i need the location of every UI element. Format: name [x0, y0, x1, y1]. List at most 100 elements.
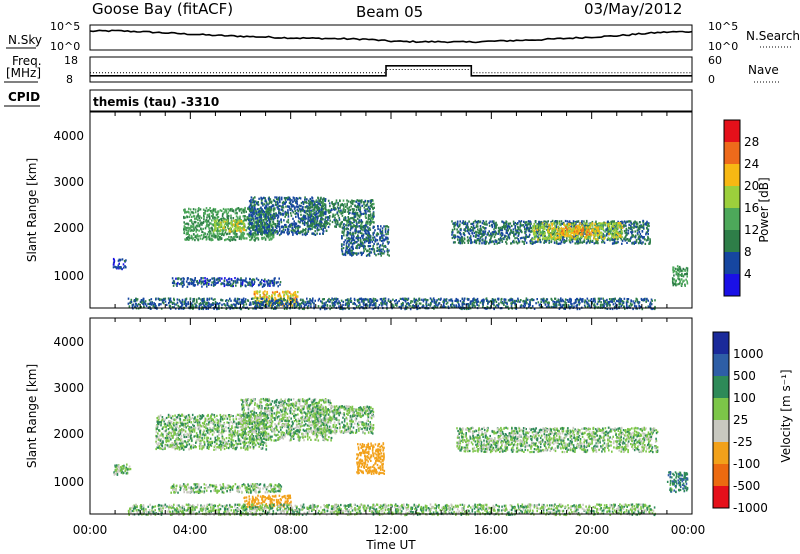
- power-cell: [541, 230, 544, 233]
- power-cell: [261, 210, 263, 213]
- nsky-tick-top: 10^5: [50, 20, 80, 33]
- power-cell: [585, 229, 588, 232]
- power-cell: [298, 204, 300, 207]
- power-cell: [359, 231, 362, 234]
- power-cell: [354, 225, 357, 228]
- power-cell: [247, 283, 249, 286]
- power-cell: [611, 232, 614, 235]
- power-cell: [272, 229, 274, 232]
- power-cell: [171, 281, 174, 284]
- power-cell: [284, 303, 286, 306]
- power-cell: [284, 199, 287, 202]
- power-cell: [265, 293, 268, 296]
- power-cell: [681, 278, 683, 281]
- power-cell: [243, 279, 245, 282]
- power-cell: [617, 233, 619, 236]
- power-cell: [194, 217, 196, 220]
- power-cell: [578, 225, 581, 228]
- power-cell: [321, 205, 323, 208]
- power-cell: [571, 240, 574, 243]
- power-cell: [260, 223, 262, 226]
- power-cell: [600, 222, 602, 225]
- power-cell: [368, 245, 370, 248]
- power-cell: [476, 234, 479, 237]
- power-cell: [267, 223, 270, 226]
- power-cell: [621, 235, 623, 238]
- power-cell: [276, 224, 279, 228]
- power-cell: [528, 221, 530, 224]
- power-cell: [373, 251, 375, 254]
- power-cell: [536, 227, 538, 230]
- power-cell: [209, 278, 211, 282]
- power-cell: [307, 216, 309, 219]
- power-cell: [358, 216, 361, 219]
- power-cell: [252, 224, 255, 228]
- power-cell: [585, 242, 588, 245]
- power-cell: [230, 278, 233, 281]
- power-cell: [377, 227, 379, 230]
- power-cell: [261, 285, 264, 288]
- power-cell: [518, 233, 520, 236]
- power-cell: [353, 213, 355, 216]
- power-cell: [230, 236, 232, 239]
- power-cell: [305, 231, 307, 234]
- power-cell: [649, 240, 651, 243]
- power-cell: [587, 240, 590, 243]
- power-cell: [635, 239, 638, 242]
- power-cell: [638, 240, 641, 243]
- power-cell: [314, 211, 316, 214]
- power-cell: [568, 235, 570, 238]
- power-cell: [372, 236, 374, 239]
- power-cell: [251, 211, 254, 214]
- power-cell: [249, 283, 252, 287]
- power-cell: [370, 221, 372, 224]
- power-cell: [554, 232, 557, 235]
- power-cell: [202, 236, 205, 239]
- power-cell: [342, 231, 344, 234]
- power-cell: [192, 282, 195, 285]
- power-cell: [340, 247, 343, 251]
- power-cell: [278, 208, 280, 212]
- power-cell: [272, 209, 275, 212]
- power-cell: [215, 226, 217, 230]
- power-cell: [264, 213, 267, 216]
- power-cell: [567, 229, 570, 232]
- power-cell: [331, 201, 333, 204]
- power-cell: [621, 242, 623, 245]
- power-cell: [497, 232, 499, 235]
- power-cell: [599, 225, 601, 228]
- power-cell: [268, 298, 271, 301]
- power-cell: [454, 221, 457, 224]
- power-cell: [277, 198, 279, 201]
- power-cell: [647, 228, 649, 231]
- power-cell: [186, 231, 188, 234]
- power-cell: [282, 290, 284, 293]
- power-cell: [268, 220, 271, 223]
- power-cell: [272, 231, 274, 234]
- power-cell: [217, 281, 219, 284]
- power-cell: [528, 227, 530, 230]
- power-cell: [226, 279, 228, 282]
- power-cell: [639, 236, 642, 239]
- power-cell: [353, 216, 355, 219]
- power-cell: [369, 220, 372, 223]
- power-cell: [612, 227, 614, 230]
- power-cell: [280, 218, 282, 221]
- power-cell: [364, 229, 366, 232]
- power-cell: [383, 239, 385, 242]
- power-cell: [185, 280, 188, 283]
- power-cell: [257, 219, 259, 223]
- power-cell: [598, 232, 601, 235]
- power-cell: [333, 208, 336, 211]
- power-cell: [199, 235, 201, 238]
- power-cell: [568, 231, 571, 234]
- power-cell: [360, 226, 362, 229]
- power-cell: [285, 225, 288, 228]
- power-cell: [368, 254, 371, 257]
- power-cell: [189, 229, 192, 233]
- power-cell: [573, 234, 575, 237]
- power-cell: [457, 238, 459, 241]
- power-cell: [270, 233, 272, 236]
- power-cell: [565, 239, 568, 242]
- power-cell: [597, 236, 600, 239]
